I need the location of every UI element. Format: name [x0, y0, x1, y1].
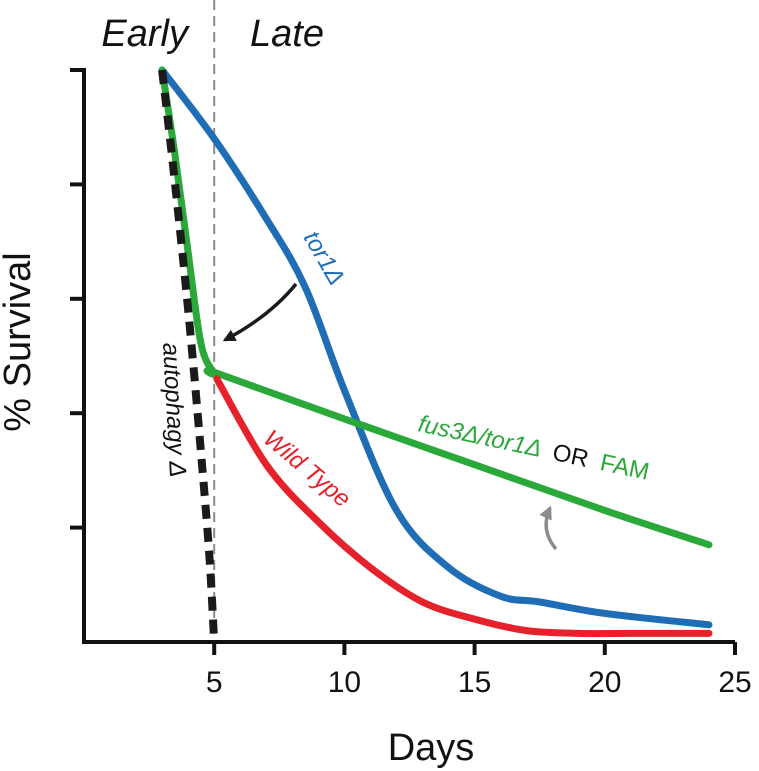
x-ticks: 5 10 15 20 25	[206, 642, 752, 699]
series-line-autophagy	[158, 69, 219, 643]
series-label-autophagy: autophagy Δ	[157, 342, 191, 478]
series-label-fam: FAM	[598, 449, 652, 486]
y-axis-title: % Survival	[0, 252, 39, 432]
x-axis-title: Days	[388, 727, 475, 769]
series-layer	[158, 66, 713, 643]
series-label-fus3-tor1: fus3Δ/tor1Δ	[416, 410, 544, 462]
gray-curved-arrow-annotation	[539, 505, 558, 551]
series-line-wild-type	[213, 375, 713, 638]
y-ticks	[70, 68, 84, 530]
black-arrow-annotation	[222, 282, 298, 342]
series-label-or: OR	[550, 439, 591, 473]
series-line-fus3-tor1-or-fam	[158, 66, 713, 549]
x-tick-label: 20	[588, 666, 621, 699]
x-tick-label: 10	[328, 666, 361, 699]
series-line-tor1	[158, 66, 713, 629]
phase-label-early: Early	[101, 13, 190, 55]
x-tick-label: 15	[458, 666, 491, 699]
phase-label-late: Late	[250, 13, 324, 55]
x-tick-label: 5	[206, 666, 223, 699]
x-tick-label: 25	[718, 666, 751, 699]
series-label-fus3-tor1-or-fam: fus3Δ/tor1Δ OR FAM	[416, 410, 652, 485]
